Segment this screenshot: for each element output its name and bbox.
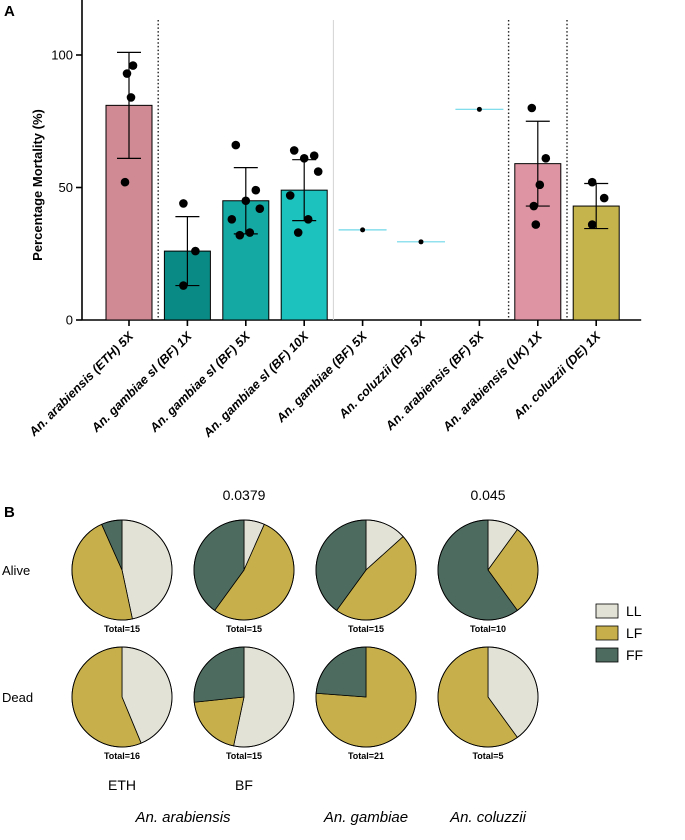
- data-point: [235, 230, 245, 240]
- pie-total-label: Total=21: [348, 751, 384, 761]
- data-point: [476, 106, 482, 112]
- panel-a-label: A: [4, 3, 15, 20]
- pie-outline: [71, 646, 173, 748]
- data-point: [529, 201, 539, 211]
- pie-outline: [437, 519, 539, 621]
- x-tick-label: An. gambiae sl (BF) 5X: [147, 329, 254, 436]
- data-point: [179, 281, 188, 290]
- data-point: [245, 228, 255, 237]
- column-label: BF: [235, 777, 253, 793]
- data-point: [587, 177, 597, 187]
- y-tick-label: 100: [51, 48, 73, 63]
- pie-total-label: Total=5: [472, 751, 503, 761]
- pie-outline: [71, 519, 173, 621]
- legend-label: LF: [626, 625, 642, 641]
- pie-total-label: Total=10: [470, 624, 506, 634]
- pie-outline: [193, 646, 295, 748]
- data-point: [122, 69, 132, 78]
- data-point: [599, 193, 609, 203]
- pie-outline: [315, 519, 417, 621]
- y-axis-label: Percentage Mortality (%): [30, 109, 45, 261]
- data-point: [179, 199, 188, 208]
- species-label: An. gambiae: [323, 809, 408, 826]
- x-tick-label: An. gambiae sl (BF) 1X: [88, 329, 195, 436]
- pie-total-label: Total=15: [226, 624, 262, 634]
- data-point: [120, 177, 130, 187]
- data-point: [299, 154, 309, 163]
- legend-swatch-lf: [595, 625, 619, 641]
- pie-outline: [437, 646, 539, 748]
- data-point: [313, 167, 323, 176]
- pie-slice: [193, 646, 245, 703]
- data-point: [293, 228, 303, 237]
- data-point: [309, 151, 319, 160]
- data-point: [289, 146, 299, 155]
- data-point: [126, 93, 136, 102]
- data-point: [128, 61, 138, 70]
- data-point: [241, 196, 251, 206]
- data-point: [191, 246, 200, 256]
- pie-slice: [315, 646, 367, 698]
- y-tick-label: 50: [59, 180, 73, 195]
- panel-b-label: B: [4, 504, 15, 521]
- pie-total-label: Total=16: [104, 751, 140, 761]
- species-label: An. coluzzii: [449, 809, 527, 826]
- legend-swatch-ll: [595, 603, 619, 619]
- data-point: [360, 227, 366, 233]
- data-point: [227, 215, 237, 224]
- legend-label: LL: [626, 603, 642, 619]
- data-point: [541, 154, 551, 163]
- data-point: [418, 239, 424, 245]
- data-point: [531, 220, 541, 229]
- x-tick-label: An. arabiensis (BF) 5X: [382, 329, 487, 434]
- pie-outline: [315, 646, 417, 748]
- pie-total-label: Total=15: [104, 624, 140, 634]
- species-label: An. arabiensis: [134, 809, 231, 826]
- data-point: [251, 185, 261, 195]
- data-point: [527, 103, 537, 113]
- legend-label: FF: [626, 647, 643, 663]
- pie-chart: Total=15 Total=15 Total=15 Total=10 Total=16…: [2, 487, 643, 826]
- pie-total-label: Total=15: [226, 751, 262, 761]
- data-point: [285, 191, 295, 200]
- row-label: Alive: [2, 563, 30, 578]
- data-point: [255, 204, 265, 213]
- row-label: Dead: [2, 690, 33, 705]
- legend-swatch-ff: [595, 647, 619, 663]
- data-point: [303, 215, 313, 224]
- p-value-label: 0.045: [470, 487, 505, 503]
- pie-total-label: Total=15: [348, 624, 384, 634]
- column-label: ETH: [108, 777, 136, 793]
- data-point: [231, 140, 241, 150]
- data-point: [587, 220, 597, 229]
- p-value-label: 0.0379: [223, 487, 266, 503]
- x-tick-label: An. gambiae sl (BF) 10X: [200, 329, 312, 441]
- x-tick-label: An. arabiensis (UK) 1X: [440, 329, 546, 435]
- pie-outline: [193, 519, 295, 621]
- y-tick-label: 0: [66, 313, 73, 328]
- data-point: [535, 180, 545, 190]
- x-tick-label: An. arabiensis (ETH) 5X: [26, 329, 137, 440]
